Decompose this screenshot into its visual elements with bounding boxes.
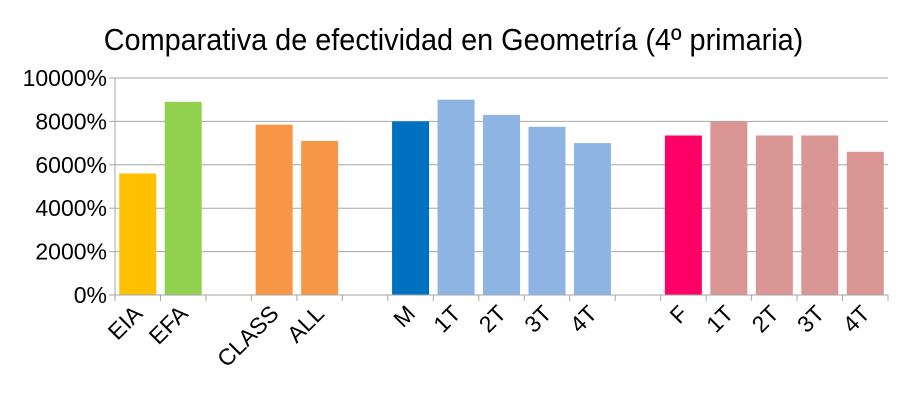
y-tick-labels: 0% 2000% 4000% 6000% 8000% 10000% <box>23 65 107 308</box>
x-tick-label: M <box>388 300 420 332</box>
chart-title: Comparativa de efectividad en Geometría … <box>103 22 804 57</box>
bar <box>119 173 157 295</box>
bar <box>710 121 748 296</box>
y-tick-label: 0% <box>74 282 107 308</box>
x-tick-label: 1T <box>701 300 738 337</box>
y-tick-label: 8000% <box>35 108 107 134</box>
axes <box>114 78 889 301</box>
y-tick-label: 2000% <box>35 239 107 265</box>
x-tick-label: 2T <box>746 300 783 337</box>
x-tick-label: 4T <box>565 300 602 337</box>
x-tick-label: EIA <box>103 300 148 345</box>
bar <box>528 126 566 295</box>
bars <box>119 99 884 296</box>
bar <box>164 101 202 296</box>
bar <box>664 135 702 295</box>
y-tick-label: 4000% <box>35 195 107 221</box>
y-tick-label: 6000% <box>35 152 107 178</box>
bar <box>801 135 839 295</box>
x-tick-label: 2T <box>474 300 511 337</box>
x-tick-label: CLASS <box>212 300 284 372</box>
x-tick-label: EFA <box>144 300 194 350</box>
bar <box>573 143 611 295</box>
x-tick-label: F <box>665 300 693 328</box>
bar <box>437 99 475 295</box>
x-tick-label: ALL <box>282 300 329 347</box>
bar <box>392 121 430 296</box>
x-tick-label: 3T <box>519 300 556 337</box>
bar <box>301 140 339 295</box>
bar <box>483 114 520 295</box>
bar <box>846 151 884 295</box>
bar <box>755 135 793 295</box>
x-tick-label: 1T <box>428 300 465 337</box>
x-tick-label: 3T <box>792 300 829 337</box>
x-tick-label: 4T <box>837 300 874 337</box>
bar <box>255 124 293 295</box>
y-tick-label: 10000% <box>23 65 107 91</box>
